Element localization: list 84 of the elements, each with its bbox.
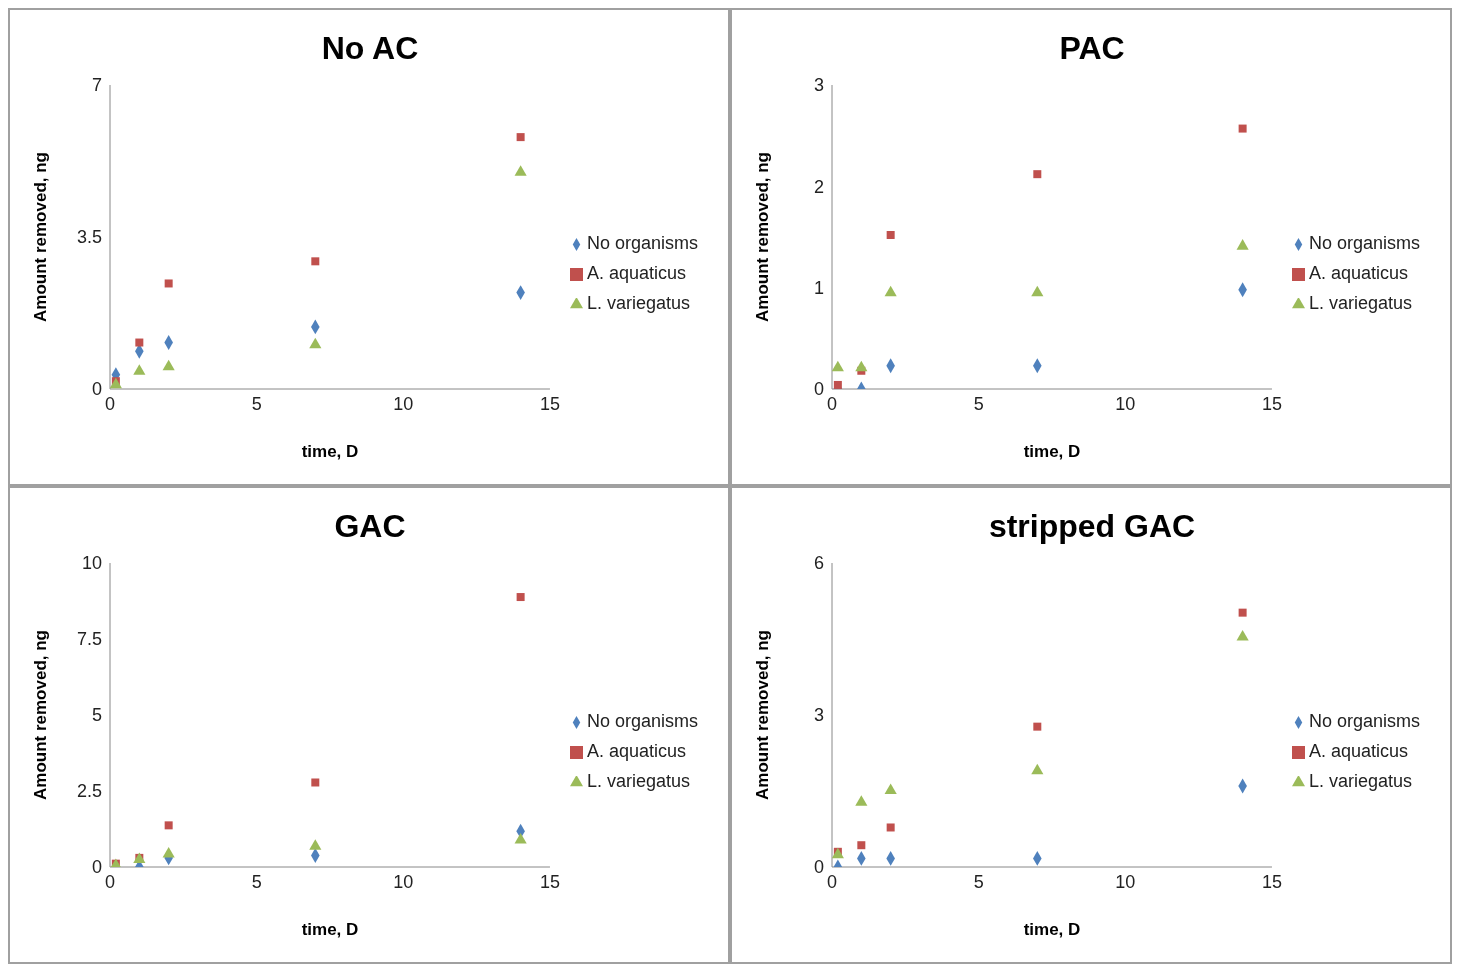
y-tick-label: 3 [813, 75, 824, 96]
legend-label: A. aquaticus [586, 263, 687, 283]
y-tick-label: 0 [91, 857, 102, 878]
point [1236, 239, 1249, 250]
legend-label: L. variegatus [586, 771, 691, 791]
x-axis-title: time, D [301, 920, 359, 939]
legend-label: A. aquaticus [1308, 741, 1409, 761]
x-tick-label: 0 [826, 393, 838, 414]
y-axis-title: Amount removed, ng [31, 629, 51, 801]
x-tick-label: 5 [973, 393, 984, 414]
x-axis-title: time, D [301, 442, 359, 461]
point [886, 230, 895, 239]
y-tick-label: 7 [91, 75, 102, 96]
x-tick-label: 15 [1261, 393, 1282, 414]
chart-title: PAC [1059, 30, 1125, 66]
y-axis-title: Amount removed, ng [753, 629, 773, 801]
y-tick-label: 7.5 [76, 629, 102, 650]
point [1031, 285, 1044, 297]
legend-label: No organisms [1308, 233, 1420, 253]
y-tick-label: 3.5 [76, 227, 102, 248]
chart-title: stripped GAC [988, 508, 1196, 544]
y-tick-label: 3 [813, 705, 824, 726]
y-axis-title: Amount removed, ng [753, 151, 773, 323]
x-tick-label: 10 [1115, 871, 1136, 892]
x-tick-label: 10 [393, 393, 414, 414]
y-tick-label: 2 [813, 176, 824, 197]
x-tick-label: 15 [539, 871, 560, 892]
x-tick-label: 5 [251, 871, 262, 892]
point [164, 279, 173, 288]
point [1238, 608, 1247, 617]
legend-label: No organisms [586, 711, 698, 731]
point [309, 839, 322, 850]
point [857, 841, 866, 850]
x-axis-title: time, D [1023, 920, 1081, 939]
point [514, 832, 527, 844]
y-tick-label: 0 [813, 857, 824, 878]
x-tick-label: 10 [1115, 393, 1136, 414]
point [162, 359, 175, 371]
legend-label: L. variegatus [1308, 293, 1413, 313]
x-tick-label: 0 [104, 871, 116, 892]
point [855, 360, 868, 372]
y-tick-label: 10 [81, 553, 102, 574]
point [886, 823, 895, 832]
point [309, 337, 322, 349]
legend-label: No organisms [586, 233, 698, 253]
point [311, 257, 320, 266]
legend-label: L. variegatus [1308, 771, 1413, 791]
y-tick-label: 1 [813, 278, 824, 299]
x-tick-label: 0 [826, 871, 838, 892]
point [1033, 170, 1042, 179]
point [1033, 722, 1042, 731]
point [884, 285, 897, 297]
chart-title: GAC [334, 508, 406, 544]
chart-title: No AC [321, 30, 419, 66]
legend-label: L. variegatus [586, 293, 691, 313]
x-tick-label: 5 [973, 871, 984, 892]
point [1031, 763, 1044, 775]
y-tick-label: 5 [91, 705, 102, 726]
point [311, 778, 320, 787]
point [832, 360, 844, 372]
legend-label: No organisms [1308, 711, 1420, 731]
point [135, 338, 144, 347]
point [516, 133, 525, 142]
y-tick-label: 2.5 [76, 781, 102, 802]
x-axis-title: time, D [1023, 442, 1081, 461]
point [884, 783, 897, 794]
x-tick-label: 5 [251, 393, 262, 414]
point [162, 846, 175, 858]
point [164, 821, 173, 830]
x-tick-label: 15 [1261, 871, 1282, 892]
legend-label: A. aquaticus [586, 741, 687, 761]
point [516, 593, 525, 602]
x-tick-label: 10 [393, 871, 414, 892]
point [1238, 124, 1247, 133]
point [1236, 629, 1249, 641]
y-tick-label: 0 [91, 379, 102, 400]
point [133, 364, 146, 375]
x-tick-label: 0 [104, 393, 116, 414]
y-tick-label: 6 [813, 553, 824, 574]
x-tick-label: 15 [539, 393, 560, 414]
y-axis-title: Amount removed, ng [31, 151, 51, 323]
legend-label: A. aquaticus [1308, 263, 1409, 283]
y-tick-label: 0 [813, 379, 824, 400]
point [855, 795, 868, 806]
